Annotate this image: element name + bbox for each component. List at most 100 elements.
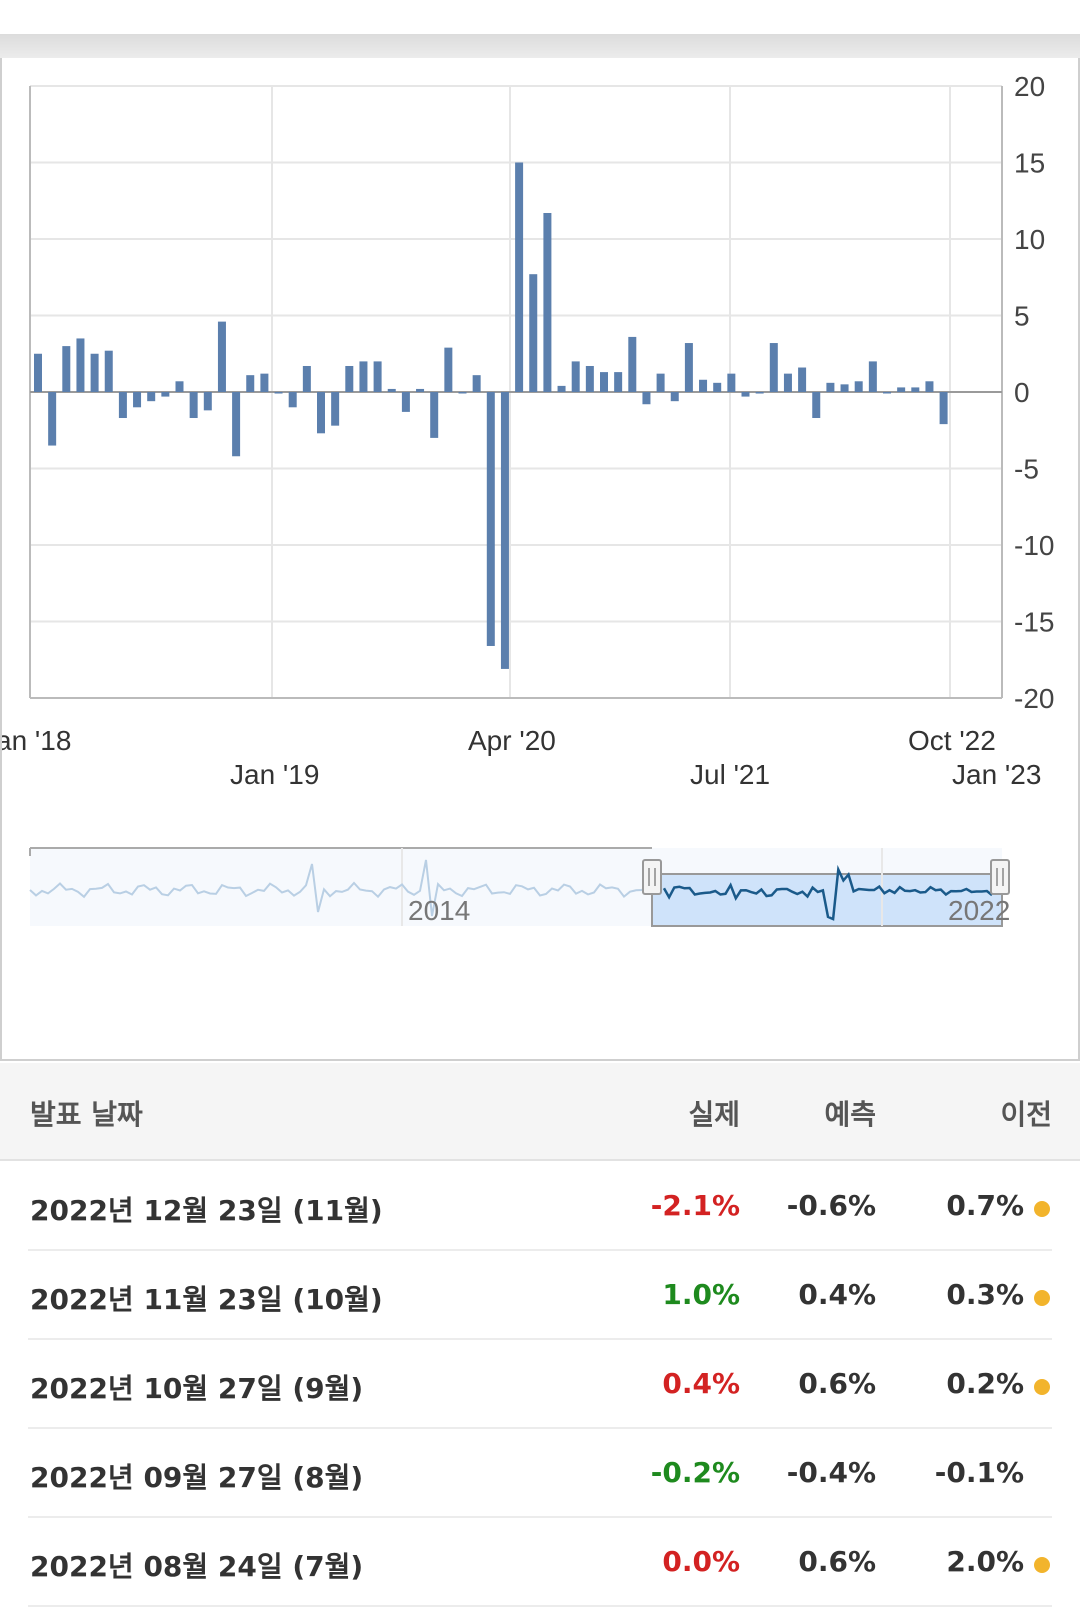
table-row: 2022년 12월 23일 (11월) -2.1% -0.6% 0.7%	[28, 1161, 1052, 1251]
bar	[246, 375, 255, 392]
y-tick-label: -15	[1014, 607, 1054, 638]
y-tick-label: 5	[1014, 301, 1030, 332]
bar	[741, 392, 750, 397]
actual-value: -0.2%	[650, 1456, 740, 1489]
bar	[854, 381, 863, 392]
y-tick-label: 15	[1014, 148, 1045, 179]
y-tick-label: -10	[1014, 530, 1054, 561]
bar	[104, 350, 113, 392]
header-actual: 실제	[688, 1098, 740, 1131]
bar	[897, 387, 906, 392]
navigator-label: 2014	[408, 895, 470, 926]
bar	[500, 392, 509, 669]
release-date: 2022년 10월 27일 (9월)	[30, 1372, 364, 1405]
bar	[133, 392, 142, 408]
header-date: 발표 날짜	[30, 1098, 143, 1131]
bar	[670, 392, 679, 402]
bar	[260, 373, 269, 392]
bar	[359, 361, 368, 392]
bar	[331, 392, 340, 426]
bar	[529, 274, 538, 392]
navigator-history-line	[29, 859, 649, 917]
revision-dot-icon[interactable]	[1034, 1557, 1050, 1573]
bar	[783, 373, 792, 392]
bar	[302, 365, 311, 392]
bar	[925, 381, 934, 392]
y-tick-label: -5	[1014, 454, 1039, 485]
release-date: 2022년 09월 27일 (8월)	[30, 1461, 364, 1494]
revision-dot-icon[interactable]	[1034, 1290, 1050, 1306]
bar	[840, 384, 849, 392]
bar	[486, 392, 495, 646]
forecast-value: 0.6%	[798, 1545, 876, 1578]
bar	[699, 379, 708, 392]
bar	[812, 392, 821, 419]
x-tick-label: an '18	[2, 725, 71, 756]
bar	[175, 381, 184, 392]
actual-value: 0.4%	[662, 1367, 740, 1400]
chart-panel: 20 15 10 5 0 -5 -10 -15 -20 an '18 Apr '20 Oct '22 J…	[0, 58, 1080, 1061]
previous-value: 0.3%	[946, 1278, 1024, 1311]
bar	[416, 388, 425, 392]
bar	[288, 392, 297, 408]
top-divider-bar	[0, 34, 1080, 58]
release-date: 2022년 11월 23일 (10월)	[30, 1283, 383, 1316]
bar	[755, 392, 764, 394]
revision-dot-icon[interactable]	[1034, 1379, 1050, 1395]
table-row: 2022년 10월 27일 (9월) 0.4% 0.6% 0.2%	[28, 1339, 1052, 1429]
revision-dot-icon[interactable]	[1034, 1468, 1050, 1484]
previous-value: -0.1%	[934, 1456, 1024, 1489]
bar	[571, 361, 580, 392]
forecast-value: 0.6%	[798, 1367, 876, 1400]
bar	[274, 392, 283, 394]
y-tick-label: 10	[1014, 224, 1045, 255]
bar	[62, 346, 71, 392]
bar	[684, 343, 693, 392]
forecast-value: 0.4%	[798, 1278, 876, 1311]
bar	[76, 338, 85, 392]
forecast-value: -0.6%	[786, 1189, 876, 1222]
bar	[189, 392, 198, 419]
bar	[161, 392, 170, 397]
bar	[217, 321, 226, 392]
actual-value: 0.0%	[662, 1545, 740, 1578]
bar	[614, 372, 623, 392]
navigator-label: 2022	[948, 895, 1010, 926]
bar	[472, 375, 481, 392]
previous-value: 2.0%	[946, 1545, 1024, 1578]
bar	[585, 365, 594, 392]
table-row: 2022년 09월 27일 (8월) -0.2% -0.4% -0.1%	[28, 1428, 1052, 1518]
revision-dot-icon[interactable]	[1034, 1201, 1050, 1217]
bar	[34, 353, 42, 392]
header-previous: 이전	[1000, 1098, 1052, 1131]
bar	[317, 392, 325, 434]
actual-value: -2.1%	[650, 1189, 740, 1222]
x-tick-label: Jul '21	[690, 759, 770, 790]
x-tick-label: Oct '22	[908, 725, 996, 756]
bar	[826, 382, 835, 392]
bar	[48, 392, 57, 446]
bar	[345, 365, 354, 392]
table-row: 2022년 08월 24일 (7월) 0.0% 0.6% 2.0%	[28, 1517, 1052, 1607]
bar	[642, 392, 651, 405]
bar	[868, 361, 877, 392]
bar	[203, 392, 212, 411]
bar	[939, 392, 948, 425]
bar	[600, 372, 608, 392]
bar	[515, 162, 524, 392]
bar	[656, 373, 665, 392]
bar	[557, 385, 566, 392]
bar	[713, 382, 722, 392]
x-tick-label: Jan '19	[230, 759, 319, 790]
x-tick-label: Jan '23	[952, 759, 1041, 790]
navigator-selected-line	[662, 864, 993, 921]
bar	[430, 392, 439, 438]
table-header: 발표 날짜 실제 예측 이전	[0, 1063, 1080, 1161]
bar	[90, 353, 99, 392]
bar	[883, 392, 891, 394]
bar	[543, 212, 552, 392]
bar	[118, 392, 127, 419]
previous-value: 0.2%	[946, 1367, 1024, 1400]
bar	[727, 373, 736, 392]
